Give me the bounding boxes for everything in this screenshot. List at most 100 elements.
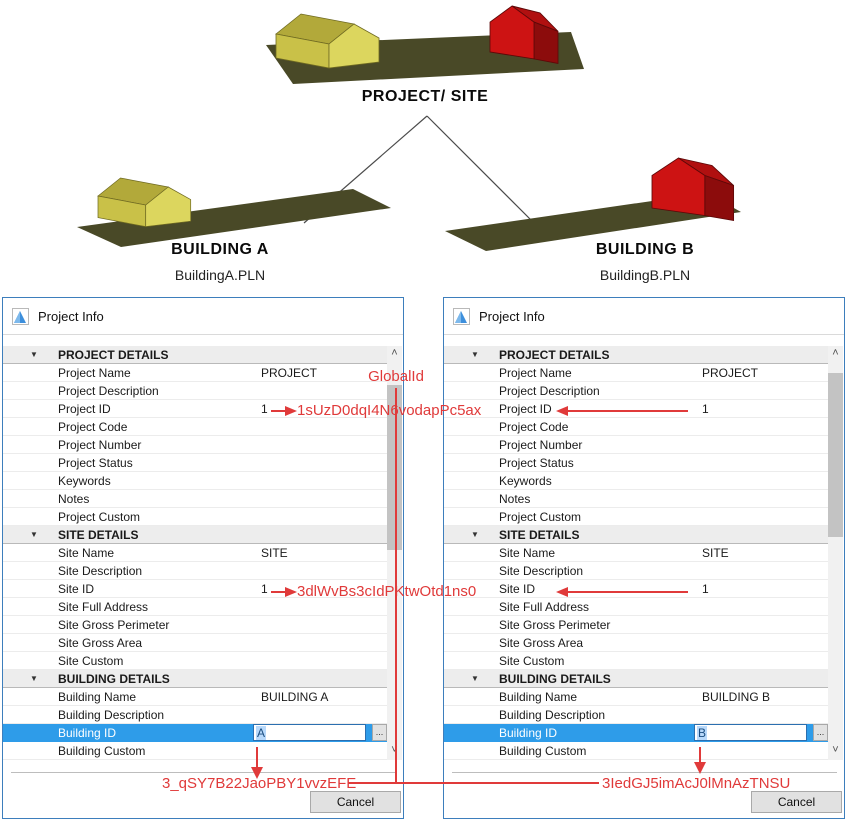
table-row[interactable]: Project Description <box>444 382 829 400</box>
site-plane-a <box>77 189 391 247</box>
collapse-triangle-icon[interactable]: ▼ <box>30 529 38 539</box>
row-value: PROJECT <box>261 365 318 380</box>
row-label: Site ID <box>58 581 95 596</box>
table-row[interactable]: Project Number <box>3 436 388 454</box>
scroll-down-icon[interactable]: ˅ <box>391 744 398 756</box>
collapse-triangle-icon[interactable]: ▼ <box>471 349 479 359</box>
collapse-triangle-icon[interactable]: ▼ <box>30 673 38 683</box>
table-row[interactable]: Site Gross Area <box>444 634 829 652</box>
table-row[interactable]: Building Name BUILDING A <box>3 688 388 706</box>
row-label: PROJECT DETAILS <box>58 347 169 362</box>
scrollbar-thumb[interactable] <box>828 373 843 537</box>
row-value: SITE <box>702 545 729 560</box>
row-label: Project Code <box>499 419 569 434</box>
row-label: Project Number <box>58 437 142 452</box>
table-row[interactable]: Site ID 1 <box>444 580 829 598</box>
table-row[interactable]: Project Status <box>444 454 829 472</box>
building-b-label: BUILDING B <box>595 241 695 258</box>
scrollbar-thumb[interactable] <box>387 385 402 550</box>
row-label: Project Name <box>58 365 131 380</box>
project-info-dialog-a: Project Info ▼ PROJECT DETAILS Project Nam… <box>2 297 404 819</box>
table-row[interactable]: Site Name SITE <box>444 544 829 562</box>
dialog-titlebar[interactable]: Project Info <box>3 298 403 335</box>
row-label: Site Gross Area <box>499 635 584 650</box>
table-row[interactable]: Building ID A... <box>3 724 388 742</box>
globalid-heading: GlobalId <box>368 368 424 385</box>
row-label: Site Gross Perimeter <box>58 617 170 632</box>
dialog-titlebar[interactable]: Project Info <box>444 298 844 335</box>
building-b-guid: 3IedGJ5imAcJ0lMnAzTNSU <box>602 775 791 792</box>
table-row[interactable]: Building Description <box>3 706 388 724</box>
table-row[interactable]: Site Custom <box>3 652 388 670</box>
section-header-row[interactable]: ▼ SITE DETAILS <box>3 526 388 544</box>
row-label: Project Description <box>58 383 159 398</box>
row-label: Site Custom <box>58 653 124 668</box>
row-value: 1 <box>261 401 268 416</box>
table-row[interactable]: Notes <box>444 490 829 508</box>
table-row[interactable]: Project Description <box>3 382 388 400</box>
table-row[interactable]: Project Status <box>3 454 388 472</box>
table-row[interactable]: Keywords <box>3 472 388 490</box>
table-row[interactable]: Site Full Address <box>444 598 829 616</box>
table-row[interactable]: Notes <box>3 490 388 508</box>
diagram-illustration <box>77 5 741 251</box>
table-row[interactable]: Site Gross Perimeter <box>3 616 388 634</box>
table-row[interactable]: Building Name BUILDING B <box>444 688 829 706</box>
scrollbar[interactable]: ˄ ˅ <box>828 346 843 760</box>
section-header-row[interactable]: ▼ BUILDING DETAILS <box>3 670 388 688</box>
building-id-input[interactable]: B <box>694 724 807 741</box>
row-label: Building ID <box>58 725 117 740</box>
table-row[interactable]: Site Full Address <box>3 598 388 616</box>
table-row[interactable]: Project Code <box>3 418 388 436</box>
project-info-table: ▼ PROJECT DETAILS Project Name PROJECT Proje… <box>3 346 388 760</box>
row-label: Site ID <box>499 581 536 596</box>
table-row[interactable]: Site Description <box>3 562 388 580</box>
building-a-filename: BuildingA.PLN <box>174 267 266 283</box>
row-label: Site Gross Area <box>58 635 143 650</box>
table-row[interactable]: Project ID 1 <box>444 400 829 418</box>
project-info-table: ▼ PROJECT DETAILS Project Name PROJECT Proje… <box>444 346 829 760</box>
table-row[interactable]: Site Name SITE <box>3 544 388 562</box>
row-label: Building Description <box>499 707 606 722</box>
table-row[interactable]: Project Name PROJECT <box>3 364 388 382</box>
scroll-up-icon[interactable]: ˄ <box>391 347 398 359</box>
collapse-triangle-icon[interactable]: ▼ <box>471 673 479 683</box>
section-header-row[interactable]: ▼ PROJECT DETAILS <box>444 346 829 364</box>
table-row[interactable]: Building Description <box>444 706 829 724</box>
table-row[interactable]: Keywords <box>444 472 829 490</box>
table-row[interactable]: Building Custom <box>444 742 829 760</box>
table-row[interactable]: Project Custom <box>3 508 388 526</box>
cancel-button[interactable]: Cancel <box>751 791 842 813</box>
cancel-button[interactable]: Cancel <box>310 791 401 813</box>
browse-button[interactable]: ... <box>372 724 387 741</box>
row-label: Project Status <box>58 455 133 470</box>
table-row[interactable]: Project Code <box>444 418 829 436</box>
section-header-row[interactable]: ▼ PROJECT DETAILS <box>3 346 388 364</box>
collapse-triangle-icon[interactable]: ▼ <box>30 349 38 359</box>
building-id-input[interactable]: A <box>253 724 366 741</box>
row-value: 1 <box>261 581 268 596</box>
row-value: 1 <box>702 581 709 596</box>
table-row[interactable]: Site Description <box>444 562 829 580</box>
table-row[interactable]: Project Number <box>444 436 829 454</box>
table-row[interactable]: Project Name PROJECT <box>444 364 829 382</box>
section-header-row[interactable]: ▼ SITE DETAILS <box>444 526 829 544</box>
browse-button[interactable]: ... <box>813 724 828 741</box>
table-row[interactable]: Site Gross Area <box>3 634 388 652</box>
table-row[interactable]: Building ID B... <box>444 724 829 742</box>
row-value: PROJECT <box>702 365 759 380</box>
collapse-triangle-icon[interactable]: ▼ <box>471 529 479 539</box>
table-row[interactable]: Site Gross Perimeter <box>444 616 829 634</box>
row-label: Site Description <box>58 563 143 578</box>
table-row[interactable]: Building Custom <box>3 742 388 760</box>
table-row[interactable]: Project Custom <box>444 508 829 526</box>
table-row[interactable]: Site Custom <box>444 652 829 670</box>
scrollbar[interactable]: ˄ ˅ <box>387 346 402 760</box>
row-label: Site Name <box>499 545 556 560</box>
building-a-label: BUILDING A <box>171 241 269 258</box>
scroll-up-icon[interactable]: ˄ <box>832 347 839 359</box>
red-house-root <box>489 5 559 65</box>
section-header-row[interactable]: ▼ BUILDING DETAILS <box>444 670 829 688</box>
project-info-dialog-b: Project Info ▼ PROJECT DETAILS Project Nam… <box>443 297 845 819</box>
scroll-down-icon[interactable]: ˅ <box>832 744 839 756</box>
